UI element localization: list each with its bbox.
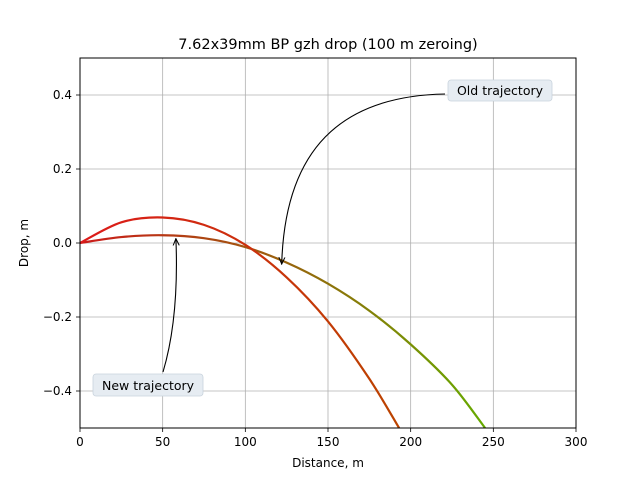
old-trajectory-box	[447, 79, 553, 102]
series-line-0	[80, 234, 486, 428]
y-tick-label: 0.2	[53, 162, 72, 176]
y-tick-label: −0.4	[43, 384, 72, 398]
new-trajectory-arrow	[162, 239, 176, 373]
series-line-1	[80, 216, 401, 428]
old-trajectory-label: Old trajectory	[457, 83, 544, 98]
y-tick-label: 0.0	[53, 236, 72, 250]
y-tick-label: −0.2	[43, 310, 72, 324]
new-trajectory-box	[92, 373, 204, 397]
series-layer	[80, 216, 486, 428]
y-tick-label: 0.4	[53, 88, 72, 102]
new-trajectory-label: New trajectory	[102, 378, 195, 393]
x-tick-label: 200	[399, 435, 422, 449]
annotation-layer: Old trajectory New trajectory	[92, 79, 553, 397]
x-axis-label: Distance, m	[292, 456, 364, 470]
x-tick-label: 300	[565, 435, 588, 449]
x-tick-label: 0	[76, 435, 84, 449]
grid-lines	[79, 58, 577, 428]
x-tick-label: 50	[155, 435, 170, 449]
y-axis-ticks: −0.4 −0.2 0.0 0.2 0.4	[43, 88, 80, 398]
x-tick-label: 250	[482, 435, 505, 449]
old-trajectory-arrow	[282, 93, 446, 264]
x-tick-label: 150	[317, 435, 340, 449]
y-axis-label: Drop, m	[17, 219, 31, 267]
x-axis-ticks: 0 50 100 150 200 250 300	[76, 428, 587, 449]
x-tick-label: 100	[234, 435, 257, 449]
chart-title: 7.62x39mm BP gzh drop (100 m zeroing)	[178, 37, 477, 53]
